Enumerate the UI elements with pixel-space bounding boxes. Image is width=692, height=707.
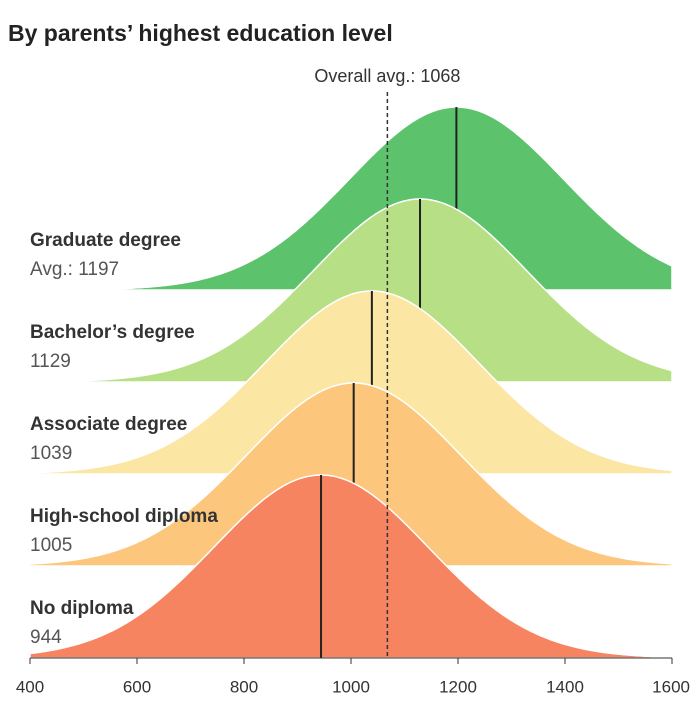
x-tick-label: 1200 bbox=[439, 677, 477, 696]
value-label: Avg.: 1197 bbox=[30, 259, 119, 280]
value-label: 1039 bbox=[30, 443, 72, 464]
ridge bbox=[29, 474, 673, 659]
overall-label: Overall avg.: 1068 bbox=[314, 66, 460, 86]
x-tick-label: 1400 bbox=[546, 677, 584, 696]
category-label: Bachelor’s degree bbox=[30, 322, 195, 343]
value-label: 944 bbox=[30, 627, 62, 648]
x-tick-label: 800 bbox=[230, 677, 258, 696]
chart-title: By parents’ highest education level bbox=[8, 20, 393, 46]
x-tick-label: 1000 bbox=[332, 677, 370, 696]
value-label: 1005 bbox=[30, 535, 72, 556]
ridge bbox=[29, 198, 673, 383]
category-label: No diploma bbox=[30, 598, 134, 619]
x-tick-label: 400 bbox=[16, 677, 44, 696]
x-tick-label: 600 bbox=[123, 677, 151, 696]
ridge bbox=[29, 106, 673, 291]
value-label: 1129 bbox=[30, 351, 71, 372]
x-tick-label: 1600 bbox=[652, 677, 690, 696]
category-label: High-school diploma bbox=[30, 506, 218, 527]
ridge bbox=[29, 382, 673, 567]
category-label: Graduate degree bbox=[30, 230, 181, 251]
category-label: Associate degree bbox=[30, 414, 187, 435]
